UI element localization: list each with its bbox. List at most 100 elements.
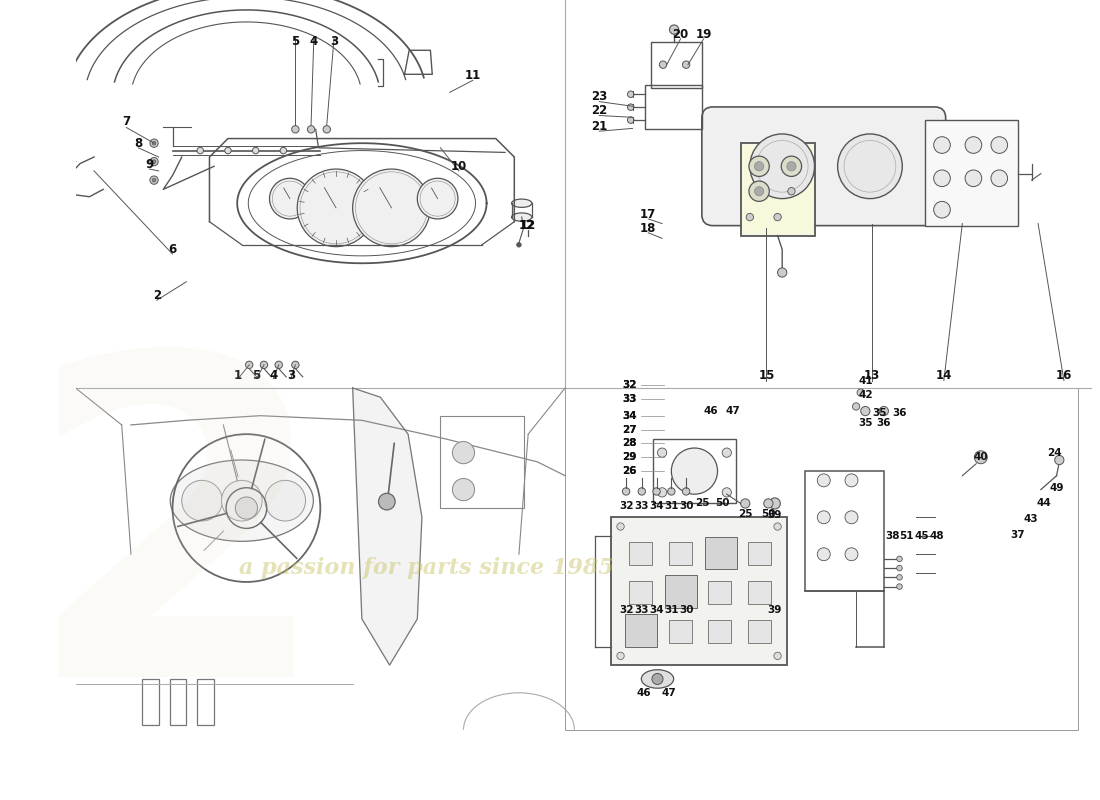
Ellipse shape — [512, 213, 532, 222]
Bar — [612, 518, 786, 665]
Text: 35: 35 — [872, 408, 887, 418]
Bar — [925, 120, 1018, 226]
Circle shape — [682, 488, 690, 495]
Circle shape — [197, 147, 204, 154]
Circle shape — [774, 652, 781, 659]
Text: 41: 41 — [858, 375, 872, 386]
Text: 26: 26 — [623, 466, 637, 476]
Circle shape — [896, 556, 902, 562]
Text: 20: 20 — [672, 28, 689, 41]
Text: 29: 29 — [623, 452, 637, 462]
Text: 34: 34 — [623, 410, 637, 421]
Circle shape — [740, 499, 750, 508]
Circle shape — [627, 104, 634, 110]
Circle shape — [975, 450, 988, 464]
Circle shape — [723, 488, 732, 497]
Circle shape — [879, 406, 889, 416]
Bar — [669, 620, 692, 643]
Text: 39: 39 — [768, 510, 782, 521]
Bar — [748, 542, 771, 566]
Text: 5: 5 — [292, 35, 299, 48]
Text: 33: 33 — [635, 605, 649, 614]
Circle shape — [275, 361, 283, 369]
Text: 50: 50 — [761, 509, 776, 518]
Text: 6: 6 — [168, 243, 177, 256]
Circle shape — [965, 137, 981, 154]
Text: 13: 13 — [864, 370, 880, 382]
Text: 15: 15 — [758, 370, 774, 382]
Bar — [651, 42, 702, 88]
Text: 29: 29 — [623, 452, 637, 462]
Circle shape — [452, 442, 474, 464]
Text: 32: 32 — [623, 380, 637, 390]
Bar — [805, 471, 883, 591]
Bar — [708, 581, 732, 604]
Text: 46: 46 — [636, 688, 651, 698]
Text: 10: 10 — [451, 160, 468, 173]
Text: 42: 42 — [858, 390, 872, 400]
Text: 1: 1 — [234, 369, 242, 382]
Text: 46: 46 — [704, 406, 718, 416]
Circle shape — [817, 548, 830, 561]
Bar — [748, 581, 771, 604]
Circle shape — [323, 126, 330, 133]
Circle shape — [652, 674, 663, 685]
Text: 48: 48 — [930, 530, 944, 541]
Text: 40: 40 — [974, 452, 988, 462]
Circle shape — [670, 25, 679, 34]
Circle shape — [617, 652, 624, 659]
Text: 8: 8 — [134, 137, 143, 150]
Circle shape — [150, 139, 158, 147]
Text: 43: 43 — [1023, 514, 1038, 524]
Bar — [440, 416, 524, 508]
Circle shape — [934, 137, 950, 154]
Bar — [748, 620, 771, 643]
Text: 12: 12 — [520, 219, 537, 232]
Circle shape — [769, 498, 780, 509]
Circle shape — [152, 178, 156, 182]
Circle shape — [763, 499, 773, 508]
Text: 44: 44 — [1036, 498, 1050, 509]
Text: 33: 33 — [623, 394, 637, 404]
Text: 32: 32 — [623, 380, 637, 390]
Circle shape — [755, 186, 763, 196]
Bar — [653, 438, 736, 503]
Circle shape — [653, 488, 660, 495]
Text: 47: 47 — [661, 688, 675, 698]
Bar — [708, 620, 732, 643]
Circle shape — [860, 406, 870, 416]
Text: 31: 31 — [664, 502, 679, 511]
Text: 4: 4 — [270, 369, 277, 382]
Circle shape — [627, 91, 634, 98]
Text: 36: 36 — [892, 408, 906, 418]
Bar — [664, 575, 697, 608]
Circle shape — [224, 147, 231, 154]
Circle shape — [965, 170, 981, 186]
Text: 33: 33 — [623, 394, 637, 404]
Text: 26: 26 — [623, 466, 637, 476]
Text: 23: 23 — [591, 90, 607, 103]
Circle shape — [896, 574, 902, 580]
Circle shape — [150, 176, 158, 184]
Circle shape — [623, 488, 630, 495]
Text: 25: 25 — [738, 509, 752, 518]
Circle shape — [817, 474, 830, 487]
Text: 12: 12 — [518, 219, 535, 232]
Text: 9: 9 — [145, 158, 154, 171]
Text: 31: 31 — [664, 605, 679, 614]
Circle shape — [781, 156, 802, 177]
Circle shape — [682, 61, 690, 68]
Circle shape — [778, 268, 786, 277]
Circle shape — [265, 480, 306, 521]
Text: 3: 3 — [330, 35, 338, 48]
Text: 34: 34 — [623, 410, 637, 421]
Bar — [629, 581, 652, 604]
Circle shape — [837, 134, 902, 198]
Text: 33: 33 — [635, 502, 649, 511]
Text: 14: 14 — [936, 370, 952, 382]
Circle shape — [307, 126, 315, 133]
Circle shape — [517, 242, 521, 247]
Text: 38: 38 — [884, 530, 900, 541]
Text: 27: 27 — [623, 425, 637, 434]
Circle shape — [749, 181, 769, 202]
